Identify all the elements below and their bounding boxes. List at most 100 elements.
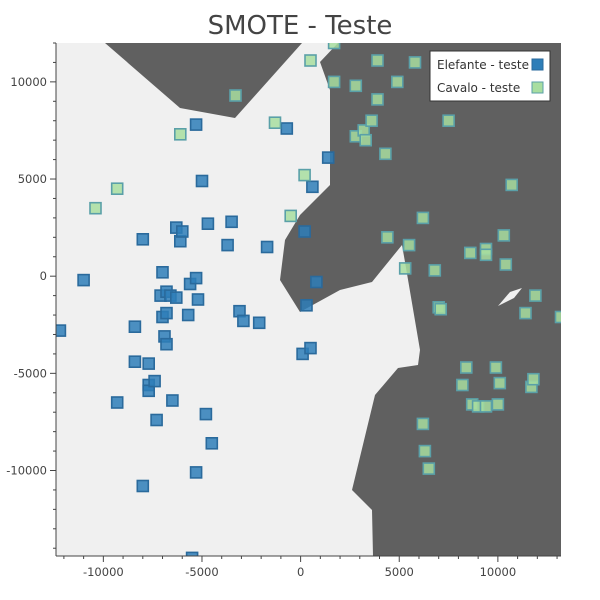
cavalo-point-19 <box>390 75 404 89</box>
x-axis: -10000 -5000 0 5000 10000 <box>56 555 561 579</box>
elefante-point-11 <box>150 413 163 427</box>
cavalo-point-43 <box>499 258 513 271</box>
cavalo-point-39 <box>489 361 503 374</box>
elefante-point-34 <box>205 436 219 450</box>
cavalo-point-41 <box>493 376 507 390</box>
chart-title: SMOTE - Teste <box>208 11 393 41</box>
elefante-point-2 <box>110 396 124 409</box>
plot-area <box>56 43 561 556</box>
elefante-point-35 <box>221 238 234 252</box>
cavalo-point-45 <box>519 306 532 320</box>
cavalo-point-10 <box>349 79 363 93</box>
elefante-point-31 <box>195 174 209 188</box>
cavalo-point-48 <box>529 289 542 302</box>
y-axis: -10000 -5000 0 5000 10000 <box>6 42 57 556</box>
elefante-point-40 <box>260 240 274 254</box>
elefante-point-41 <box>280 122 294 135</box>
y-tick-label: 5000 <box>18 172 47 186</box>
x-tick-label: 10000 <box>480 565 517 579</box>
elefante-point-7 <box>142 357 155 370</box>
elefante-point-33 <box>201 217 215 230</box>
cavalo-point-33 <box>463 246 477 260</box>
elefante-point-24 <box>176 225 189 238</box>
x-tick-label: -10000 <box>83 565 124 579</box>
x-ticks: -10000 -5000 0 5000 10000 <box>63 556 558 579</box>
cavalo-point-23 <box>416 211 430 225</box>
cavalo-point-1 <box>110 182 124 195</box>
elefante-point-3 <box>128 320 142 334</box>
legend: Elefante - teste Cavalo - teste <box>429 50 551 102</box>
elefante-point-4 <box>128 355 142 369</box>
y-tick-label: 0 <box>40 269 47 283</box>
x-tick-label: 5000 <box>385 565 414 579</box>
cavalo-point-47 <box>527 372 540 386</box>
elefante-point-6 <box>136 479 150 493</box>
elefante-point-43 <box>298 225 311 238</box>
legend-label-elefante: Elefante - teste <box>437 58 529 72</box>
cavalo-point-18 <box>381 231 394 244</box>
cavalo-point-9 <box>327 75 341 89</box>
cavalo-point-31 <box>456 378 469 392</box>
cavalo-point-29 <box>434 302 448 316</box>
legend-swatch-elefante <box>531 58 544 71</box>
elefante-point-36 <box>225 215 238 229</box>
elefante-point-10 <box>148 374 161 388</box>
cavalo-point-15 <box>371 54 384 67</box>
cavalo-point-16 <box>371 93 384 106</box>
x-tick-label: 0 <box>297 565 304 579</box>
y-tick-label: 10000 <box>10 75 47 89</box>
cavalo-point-30 <box>442 114 455 127</box>
elefante-point-29 <box>189 466 203 479</box>
elefante-point-30 <box>191 293 205 306</box>
elefante-point-18 <box>160 337 173 351</box>
cavalo-point-38 <box>479 400 493 413</box>
legend-swatch-cavalo <box>531 81 544 94</box>
cavalo-point-27 <box>428 264 442 277</box>
elefante-point-13 <box>156 265 169 279</box>
cavalo-point-5 <box>284 209 298 223</box>
cavalo-point-3 <box>229 89 242 102</box>
elefante-point-39 <box>252 316 266 330</box>
cavalo-point-0 <box>89 201 102 215</box>
elefante-point-0 <box>56 324 67 337</box>
cavalo-point-6 <box>298 168 311 182</box>
elefante-point-38 <box>237 314 250 328</box>
cavalo-point-7 <box>304 54 317 67</box>
region-cavalo-top <box>105 43 302 118</box>
cavalo-point-42 <box>497 229 511 242</box>
elefante-point-44 <box>300 298 313 312</box>
cavalo-point-24 <box>416 417 430 431</box>
elefante-point-22 <box>170 291 183 304</box>
x-tick-label: -5000 <box>185 565 218 579</box>
elefante-point-32 <box>199 407 213 421</box>
y-ticks: -10000 -5000 0 5000 10000 <box>6 42 56 549</box>
legend-box <box>429 50 551 102</box>
region-elefante-island <box>498 288 522 306</box>
cavalo-point-26 <box>422 462 436 475</box>
cavalo-point-22 <box>408 56 422 69</box>
elefante-point-47 <box>310 275 323 289</box>
region-cavalo-right <box>280 43 561 556</box>
cavalo-point-32 <box>459 361 473 374</box>
cavalo-point-14 <box>365 114 378 127</box>
cavalo-point-2 <box>174 128 187 141</box>
legend-label-cavalo: Cavalo - teste <box>437 81 520 95</box>
elefante-point-5 <box>136 233 150 246</box>
points-layer <box>56 43 561 556</box>
cavalo-point-13 <box>359 133 373 147</box>
elefante-point-46 <box>306 180 319 194</box>
elefante-point-45 <box>304 341 317 355</box>
y-tick-label: -10000 <box>6 464 47 478</box>
elefante-point-25 <box>181 308 195 322</box>
cavalo-point-17 <box>379 147 392 161</box>
cavalo-point-25 <box>418 444 432 458</box>
cavalo-point-49 <box>554 310 561 324</box>
cavalo-point-4 <box>268 116 282 129</box>
elefante-point-28 <box>189 118 203 131</box>
cavalo-point-37 <box>479 248 493 262</box>
elefante-point-48 <box>321 151 335 164</box>
cavalo-point-21 <box>402 238 416 252</box>
cavalo-point-20 <box>398 262 412 275</box>
elefante-point-20 <box>166 394 179 407</box>
